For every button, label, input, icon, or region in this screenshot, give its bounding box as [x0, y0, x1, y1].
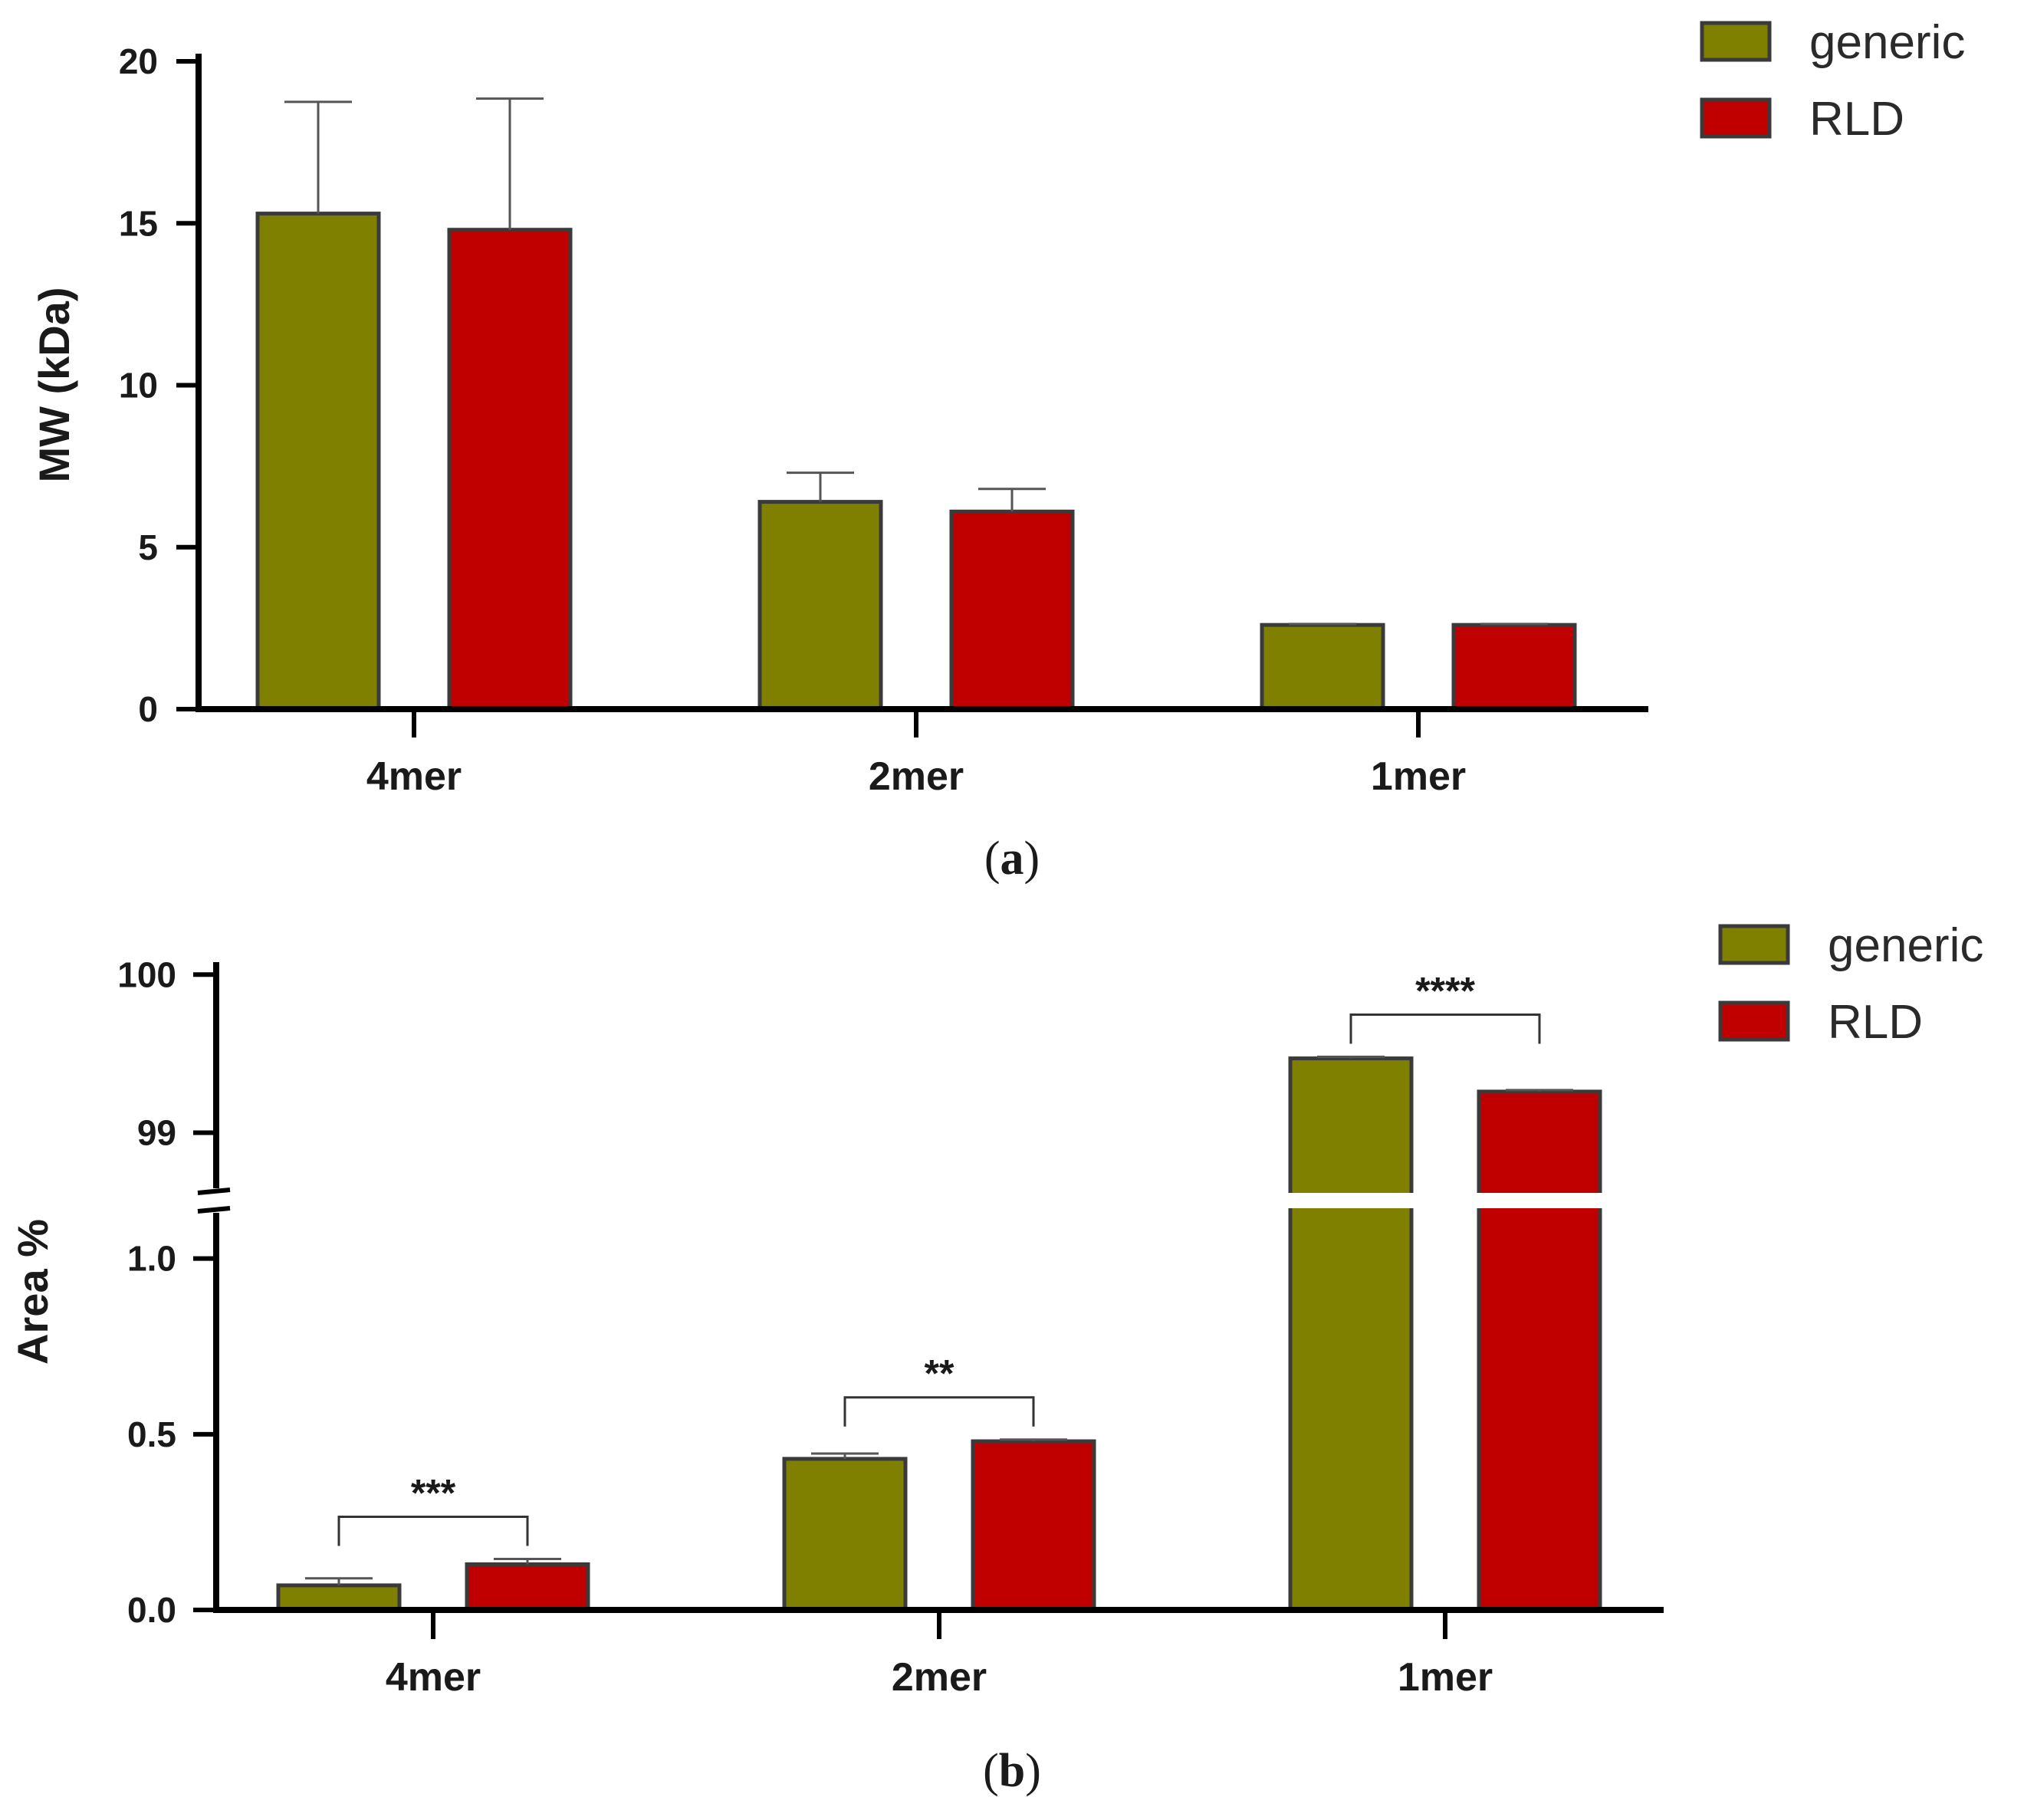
b-bar-rld — [971, 1439, 1096, 1612]
b-y-tick-label: 0.0 — [127, 1590, 176, 1630]
a-legend-label-rld: RLD — [1809, 93, 1904, 146]
b-legend-label-generic: generic — [1828, 919, 1983, 972]
panel-a-caption: (a) — [984, 833, 1040, 885]
b-legend-swatch-generic — [1718, 924, 1790, 965]
b-bar-break-gap — [1286, 1193, 1416, 1208]
b-y-tick-label: 0.5 — [127, 1414, 176, 1454]
b-significance-bracket — [1349, 1013, 1541, 1044]
a-y-tick-label: 15 — [119, 203, 158, 243]
b-significance-bracket — [337, 1516, 529, 1546]
a-y-tick-label: 5 — [138, 527, 158, 567]
a-bar-generic — [757, 500, 883, 711]
a-x-tick-label: 1mer — [1371, 754, 1466, 799]
b-bar-rld — [1477, 1089, 1602, 1612]
a-y-tick-label: 0 — [138, 689, 158, 729]
b-significance-bracket — [843, 1396, 1035, 1427]
b-y-axis-label: Area % — [8, 1219, 57, 1365]
panel-a-letter: a — [1001, 833, 1024, 885]
b-x-tick-label: 4mer — [386, 1655, 481, 1700]
a-y-tick-label: 20 — [119, 41, 158, 81]
panel-a-chart: 0 5 10 15 20 4mer 2mer 1mer MW (kDa) generic RL… — [30, 16, 1965, 885]
b-axis-break-mark — [197, 1188, 231, 1195]
b-legend-label-rld: RLD — [1828, 996, 1923, 1049]
a-bar-generic — [1260, 623, 1385, 711]
b-x-tick-label: 1mer — [1398, 1655, 1493, 1700]
b-significance-label: *** — [411, 1472, 456, 1515]
panel-b-letter: b — [999, 1745, 1025, 1797]
b-legend-swatch-rld — [1718, 1000, 1790, 1042]
a-bar-generic — [255, 212, 381, 711]
b-bar-rld — [465, 1562, 590, 1612]
a-legend-swatch-generic — [1700, 21, 1772, 62]
a-bar-rld — [949, 509, 1075, 711]
b-bar-generic — [276, 1583, 402, 1612]
b-bar-generic — [782, 1457, 908, 1612]
b-x-tick-label: 2mer — [892, 1655, 987, 1700]
a-y-axis-label: MW (kDa) — [30, 287, 78, 482]
a-x-tick-label: 4mer — [366, 754, 462, 799]
a-x-tick-label: 2mer — [869, 754, 964, 799]
b-y-tick-label: 1.0 — [127, 1239, 176, 1279]
b-bar-generic — [1288, 1056, 1414, 1612]
b-significance-label: ** — [925, 1352, 955, 1395]
a-legend-label-generic: generic — [1809, 16, 1965, 69]
b-y-tick-label: 99 — [137, 1113, 176, 1153]
b-axis-break-mark — [197, 1206, 231, 1214]
a-legend-swatch-rld — [1700, 97, 1772, 139]
b-y-tick-label: 100 — [117, 954, 176, 994]
panel-b-caption: (b) — [983, 1745, 1041, 1797]
a-bar-rld — [447, 228, 573, 711]
a-y-tick-label: 10 — [119, 366, 158, 406]
a-bar-rld — [1451, 623, 1577, 711]
b-significance-label: **** — [1415, 970, 1475, 1013]
b-bar-break-gap — [1474, 1193, 1605, 1208]
